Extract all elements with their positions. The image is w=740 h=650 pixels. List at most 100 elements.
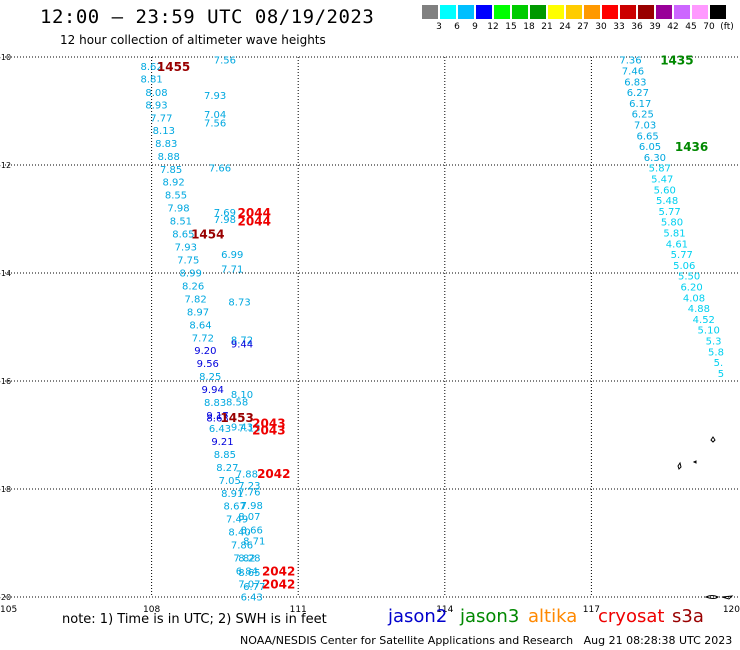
scale-label: 70 <box>703 22 715 32</box>
scale-swatch <box>422 5 438 19</box>
island-shape <box>704 595 719 599</box>
wave-height-label: 7.71 <box>221 265 243 276</box>
page-subtitle: 12 hour collection of altimeter wave hei… <box>60 33 326 47</box>
wave-height-label: 7.76 <box>238 488 260 499</box>
scale-label: 39 <box>649 22 661 32</box>
wave-height-label: 5. <box>714 358 724 369</box>
pass-number-label: 2042 <box>257 467 290 481</box>
wave-height-label: 6.77 <box>243 582 265 593</box>
wave-height-label: 8.10 <box>231 390 253 401</box>
lon-tick-label: 105 <box>0 605 17 615</box>
scale-swatch <box>584 5 600 19</box>
scale-swatch <box>566 5 582 19</box>
wave-height-label: 5.48 <box>656 196 678 207</box>
scale-label: 30 <box>595 22 607 32</box>
wave-height-label: 7.49 <box>226 515 248 526</box>
pass-number-label: 2043 <box>252 417 285 431</box>
wave-height-label: 6.20 <box>680 283 702 294</box>
wave-height-observations: 8.62 8.81 8.08 8.937.77 8.13 8.83 8.88 7.85 8.92… <box>140 56 724 604</box>
wave-height-label: 8.63 <box>206 414 228 425</box>
wave-height-label: 5.77 <box>671 250 693 261</box>
island-shape <box>721 595 734 600</box>
wave-height-label: 8.97 <box>187 307 209 318</box>
wave-height-label: 4.61 <box>666 239 688 250</box>
wave-height-label: 8.40 <box>228 528 250 539</box>
wave-height-label: 8.67 <box>224 502 246 513</box>
axis-tick-labels: -10 -12 -14 -16 -18 -20 105 108 111 114 117 120 <box>0 53 740 615</box>
wave-height-label: 7.98 <box>214 215 236 226</box>
page-title: 12:00 — 23:59 UTC 08/19/2023 <box>40 6 375 28</box>
scale-label: 3 <box>436 22 442 32</box>
wave-height-label: 7.46 <box>622 67 644 78</box>
wave-height-label: 5.10 <box>698 326 720 337</box>
scale-swatch <box>620 5 636 19</box>
wave-height-label: 8.88 <box>158 152 180 163</box>
wave-height-label: 8.91 <box>221 489 243 500</box>
pass-number-label: 2044 <box>238 215 271 229</box>
satellite-legend-s3a: s3a <box>672 606 704 627</box>
wave-height-label: 8.65 <box>172 230 194 241</box>
scale-swatch <box>692 5 708 19</box>
scale-label: 12 <box>487 22 499 32</box>
wave-height-label: 7.98 <box>167 204 189 215</box>
wave-height-label: 5.47 <box>651 175 673 186</box>
wave-height-label: 7.13 <box>238 423 260 434</box>
satellite-legend-altika: altika <box>528 606 578 627</box>
satellite-legend-jason2: jason2 <box>388 606 448 627</box>
pass-number-label: 2042 <box>262 578 295 592</box>
wave-height-label: 4.88 <box>688 304 710 315</box>
wave-height-label: 7.36 <box>619 56 641 67</box>
wave-height-label: 8.65 <box>238 568 260 579</box>
pass-number-label: 1436 <box>675 140 708 154</box>
scale-swatch <box>494 5 510 19</box>
scale-label: 21 <box>541 22 553 32</box>
wave-height-label: 7.56 <box>204 118 226 129</box>
wave-height-label: 8.07 <box>238 512 260 523</box>
wave-height-label: 7.72 <box>192 333 214 344</box>
scale-label: 15 <box>505 22 517 32</box>
lon-tick-label: 108 <box>143 605 160 615</box>
wave-height-label: 8.27 <box>216 463 238 474</box>
wave-height-label: 5.80 <box>661 218 683 229</box>
wave-height-label: 9.44 <box>231 340 253 351</box>
wave-height-label: 5.8 <box>708 347 724 358</box>
scale-label: 42 <box>667 22 679 32</box>
wave-height-label: 7.07 <box>238 580 260 591</box>
scale-swatch <box>512 5 528 19</box>
scale-swatch <box>602 5 618 19</box>
wave-height-label: 7.82 <box>184 294 206 305</box>
wave-height-label: 8.55 <box>165 191 187 202</box>
wave-height-label: 7.23 <box>238 481 260 492</box>
wave-height-label: 8.93 <box>145 101 167 112</box>
scale-label: 33 <box>613 22 625 32</box>
wave-height-label: 8.28 <box>238 554 260 565</box>
wave-height-label: 8.92 <box>162 178 184 189</box>
wave-height-label: 5.60 <box>654 185 676 196</box>
lon-tick-label: 120 <box>723 605 740 615</box>
scale-swatch <box>440 5 456 19</box>
wave-height-label: 5.87 <box>649 164 671 175</box>
scale-label: 45 <box>685 22 697 32</box>
pass-number-label: 1435 <box>660 54 693 68</box>
satellite-legend-cryosat: cryosat <box>598 606 665 627</box>
pass-number-label: 1455 <box>157 60 190 74</box>
lat-tick-label: -10 <box>0 53 11 62</box>
wave-height-label: 8.51 <box>170 217 192 228</box>
wave-height-label: 5.06 <box>673 261 695 272</box>
wave-height-label: 7.04 <box>204 110 226 121</box>
wave-height-label: 8.62 <box>140 62 162 73</box>
wave-height-label: 9.20 <box>194 346 216 357</box>
satellite-pass-labels: 1455145414532044204420432043204220422042… <box>157 54 708 592</box>
lat-tick-label: -16 <box>0 377 11 386</box>
wave-height-label: 5.77 <box>658 207 680 218</box>
wave-height-label: 8.26 <box>182 281 204 292</box>
wave-height-label: 8.81 <box>140 75 162 86</box>
island-shape <box>677 461 682 470</box>
wave-height-label: 6.27 <box>627 88 649 99</box>
wave-height-label: 8.71 <box>243 536 265 547</box>
wave-height-label: 7.88 <box>236 469 258 480</box>
island-shape <box>710 436 716 443</box>
scale-label: 6 <box>454 22 460 32</box>
wave-height-label: 9.21 <box>211 437 233 448</box>
